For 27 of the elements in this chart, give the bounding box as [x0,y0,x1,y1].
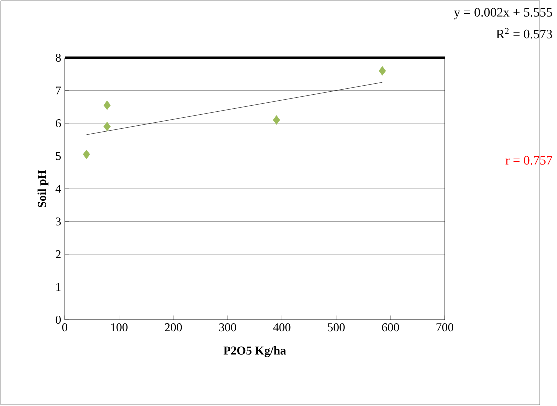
y-tick-label: 5 [56,152,62,160]
point [273,116,280,125]
x-tick-label: 400 [273,324,291,332]
x-tick-label: 100 [111,324,128,332]
x-tick-label: 0 [62,324,68,332]
text: r = 0.757 [506,156,552,165]
point [104,100,111,110]
y-tick-label: 8 [56,54,62,62]
y-tick-label: 3 [56,218,62,226]
y-tick-label: 0 [56,316,62,324]
y-tick-label: 6 [56,119,62,128]
y-tick-label: 4 [56,185,62,193]
x-tick-label: 700 [436,324,454,332]
x-tick-label: 300 [219,324,236,332]
y-tick-label: 7 [56,86,62,95]
y-tick-label: 1 [56,283,61,292]
point [104,122,111,132]
x-tick-label: 500 [328,324,345,332]
point [379,66,386,76]
point [83,150,90,160]
x-tick-label: 200 [165,324,182,332]
text: R$^{2}$ = 0.573 [496,28,552,39]
x-axis-title: P2O5 Kg/ha [224,346,286,358]
x-tick-label: 600 [382,324,400,332]
y-axis-title: Soil pH [38,170,49,208]
y-tick-label: 2 [56,250,61,258]
text: y = 0.002x + 5.555 [454,8,552,20]
